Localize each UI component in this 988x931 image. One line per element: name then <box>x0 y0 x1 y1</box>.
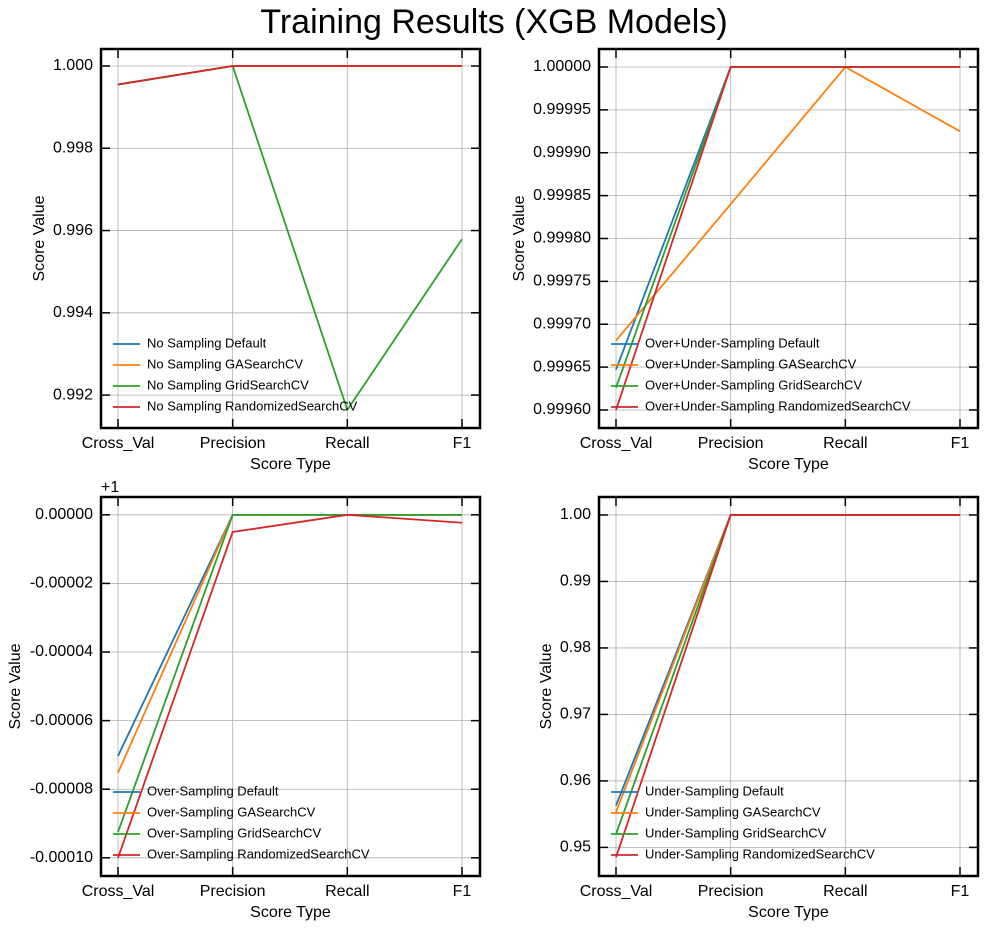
y-tick-label: -0.00002 <box>30 575 93 592</box>
legend-label: Over+Under-Sampling RandomizedSearchCV <box>645 398 911 413</box>
y-tick-label: 0.99965 <box>533 358 591 375</box>
x-tick-label: F1 <box>951 435 970 452</box>
y-tick-label: 0.99980 <box>533 230 591 247</box>
x-tick-label: Cross_Val <box>82 435 155 452</box>
series-line <box>615 514 960 858</box>
x-tick-label: Precision <box>698 435 764 452</box>
y-tick-label: 0.00000 <box>35 506 93 523</box>
x-tick-label: F1 <box>453 435 472 452</box>
x-tick-label: Recall <box>823 435 867 452</box>
x-tick-label: Precision <box>200 883 266 900</box>
x-tick-label: Recall <box>325 883 369 900</box>
x-tick-label: Cross_Val <box>580 435 653 452</box>
figure-title: Training Results (XGB Models) <box>260 3 727 41</box>
x-tick-label: Precision <box>200 435 266 452</box>
series-line <box>615 65 961 342</box>
subplot: -0.00010 -0.00008 -0.00006 -0.00004 -0.00002… <box>7 479 482 921</box>
subplot: 0.992 0.994 0.996 0.998 1.000 Cross_Val Precis… <box>31 47 482 473</box>
x-axis-label: Score Type <box>748 456 829 473</box>
y-tick-label: 0.98 <box>560 639 591 656</box>
y-tick-label: -0.00008 <box>30 780 93 797</box>
legend-label: Over+Under-Sampling GridSearchCV <box>645 377 862 392</box>
y-tick-label: 0.998 <box>53 139 93 156</box>
subplot: 0.95 0.96 0.97 0.98 0.99 1.00 Cross_Val Precisi… <box>538 495 980 921</box>
legend-label: No Sampling RandomizedSearchCV <box>147 398 358 413</box>
series-line <box>615 514 960 813</box>
series-line <box>117 513 462 833</box>
series-line <box>615 514 960 806</box>
y-tick-label: -0.00004 <box>30 643 93 660</box>
y-offset-label: +1 <box>101 479 119 496</box>
legend-label: Over-Sampling Default <box>147 783 279 798</box>
y-tick-label: 0.95 <box>560 839 591 856</box>
y-axis-label: Score Value <box>31 195 48 281</box>
series-line <box>117 65 462 86</box>
x-axis-label: Score Type <box>250 456 331 473</box>
legend-label: Over-Sampling GridSearchCV <box>147 825 321 840</box>
series-line <box>117 513 463 859</box>
x-tick-label: Recall <box>325 435 369 452</box>
axes-frame <box>99 495 482 878</box>
series-line <box>615 66 960 411</box>
series-line <box>117 513 462 757</box>
legend-label: Under-Sampling GridSearchCV <box>645 825 827 840</box>
x-axis-label: Score Type <box>250 904 331 921</box>
x-tick-label: Precision <box>698 883 764 900</box>
axes-frame <box>597 47 980 430</box>
y-tick-label: 0.996 <box>53 222 93 239</box>
y-tick-label: 0.99990 <box>533 144 591 161</box>
legend-label: Over-Sampling GASearchCV <box>147 804 316 819</box>
y-tick-label: 0.99995 <box>533 101 591 118</box>
x-tick-label: Cross_Val <box>82 883 155 900</box>
y-tick-label: 0.97 <box>560 706 591 723</box>
legend-label: Under-Sampling GASearchCV <box>645 804 821 819</box>
y-tick-label: 0.992 <box>53 386 93 403</box>
y-tick-label: 1.00000 <box>533 58 591 75</box>
x-tick-label: F1 <box>951 883 970 900</box>
legend-label: No Sampling Default <box>147 335 267 350</box>
y-tick-label: 0.99960 <box>533 401 591 418</box>
legend-label: No Sampling GridSearchCV <box>147 377 309 392</box>
legend-label: Over+Under-Sampling Default <box>645 335 820 350</box>
legend-label: Under-Sampling Default <box>645 783 784 798</box>
axes-frame <box>99 47 482 430</box>
y-axis-label: Score Value <box>7 643 24 729</box>
y-tick-label: -0.00006 <box>30 712 93 729</box>
legend-label: Over+Under-Sampling GASearchCV <box>645 356 857 371</box>
y-tick-label: -0.00010 <box>30 849 93 866</box>
y-axis-label: Score Value <box>511 195 528 281</box>
y-tick-label: 0.99985 <box>533 187 591 204</box>
y-tick-label: 0.994 <box>53 304 93 321</box>
x-tick-label: Recall <box>823 883 867 900</box>
series-line <box>117 65 462 86</box>
y-axis-label: Score Value <box>538 643 555 729</box>
legend-label: Over-Sampling RandomizedSearchCV <box>147 846 370 861</box>
y-tick-label: 0.99975 <box>533 273 591 290</box>
subplot: 0.99960 0.99965 0.99970 0.99975 0.99980 0.999… <box>511 47 980 473</box>
y-tick-label: 0.99970 <box>533 315 591 332</box>
y-tick-label: 0.96 <box>560 772 591 789</box>
x-tick-label: F1 <box>453 883 472 900</box>
legend-label: Under-Sampling RandomizedSearchCV <box>645 846 875 861</box>
x-tick-label: Cross_Val <box>580 883 653 900</box>
series-line <box>117 65 462 86</box>
axes-frame <box>597 495 980 878</box>
y-tick-label: 0.99 <box>560 573 591 590</box>
legend-label: No Sampling GASearchCV <box>147 356 303 371</box>
y-tick-label: 1.000 <box>53 57 93 74</box>
x-axis-label: Score Type <box>748 904 829 921</box>
y-tick-label: 1.00 <box>560 506 591 523</box>
series-line <box>117 513 462 774</box>
